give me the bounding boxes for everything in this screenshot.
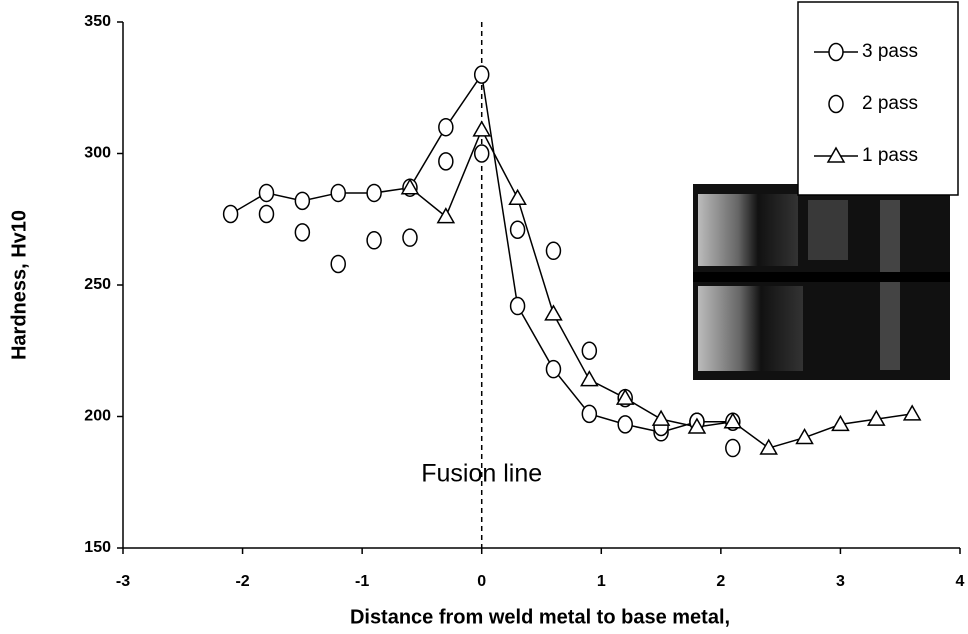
data-point bbox=[436, 207, 456, 224]
data-point bbox=[902, 404, 922, 421]
x-tick-label: -1 bbox=[355, 573, 369, 590]
data-point bbox=[509, 296, 526, 316]
data-point bbox=[580, 370, 599, 387]
y-axis-label: Hardness, Hv10 bbox=[8, 210, 30, 360]
inset-photo bbox=[693, 184, 950, 380]
data-point bbox=[472, 120, 492, 137]
data-point bbox=[759, 438, 778, 455]
data-point bbox=[581, 341, 598, 360]
data-point bbox=[617, 415, 633, 434]
data-point bbox=[258, 183, 275, 203]
legend-marker bbox=[828, 94, 844, 114]
data-point bbox=[509, 220, 526, 240]
data-point bbox=[438, 117, 454, 137]
data-point bbox=[438, 152, 454, 171]
data-point bbox=[831, 414, 850, 432]
x-axis-label: Distance from weld metal to base metal, bbox=[350, 606, 730, 628]
data-point bbox=[725, 438, 741, 458]
data-point bbox=[330, 183, 346, 203]
data-point bbox=[545, 241, 562, 261]
data-point bbox=[687, 417, 707, 434]
data-point bbox=[795, 428, 814, 445]
legend-marker bbox=[826, 146, 846, 163]
legend-box bbox=[797, 1, 959, 196]
data-point bbox=[473, 65, 490, 84]
data-point bbox=[867, 409, 886, 426]
y-tick-label: 300 bbox=[84, 145, 111, 162]
y-tick-label: 350 bbox=[84, 13, 111, 30]
data-point bbox=[400, 178, 420, 195]
data-point bbox=[581, 404, 598, 424]
x-tick-label: 0 bbox=[477, 573, 486, 590]
y-tick-label: 200 bbox=[84, 408, 111, 425]
x-tick-label: 1 bbox=[597, 573, 606, 590]
x-tick-label: 2 bbox=[716, 573, 725, 590]
data-point bbox=[545, 359, 562, 379]
x-tick-label: -3 bbox=[116, 573, 130, 590]
data-point bbox=[402, 228, 418, 247]
data-point bbox=[258, 204, 275, 224]
annotation: Fusion line bbox=[421, 460, 542, 488]
data-point bbox=[723, 412, 743, 429]
data-point bbox=[294, 191, 311, 211]
data-point bbox=[615, 388, 635, 405]
legend-marker bbox=[828, 42, 844, 62]
legend-label: 3 pass bbox=[862, 41, 918, 62]
x-tick-label: 3 bbox=[836, 573, 845, 590]
x-tick-label: 4 bbox=[956, 573, 965, 590]
data-point bbox=[544, 304, 563, 321]
y-tick-label: 150 bbox=[84, 539, 111, 556]
legend-label: 2 pass bbox=[862, 93, 918, 114]
data-point bbox=[473, 144, 490, 163]
legend-label: 1 pass bbox=[862, 145, 918, 166]
data-point bbox=[294, 223, 311, 242]
data-point bbox=[222, 204, 239, 224]
data-point bbox=[651, 409, 671, 426]
data-point bbox=[330, 254, 346, 274]
data-point bbox=[508, 188, 527, 205]
y-tick-label: 250 bbox=[84, 276, 111, 293]
x-tick-label: -2 bbox=[235, 573, 249, 590]
data-point bbox=[366, 231, 382, 250]
data-point bbox=[366, 183, 382, 203]
